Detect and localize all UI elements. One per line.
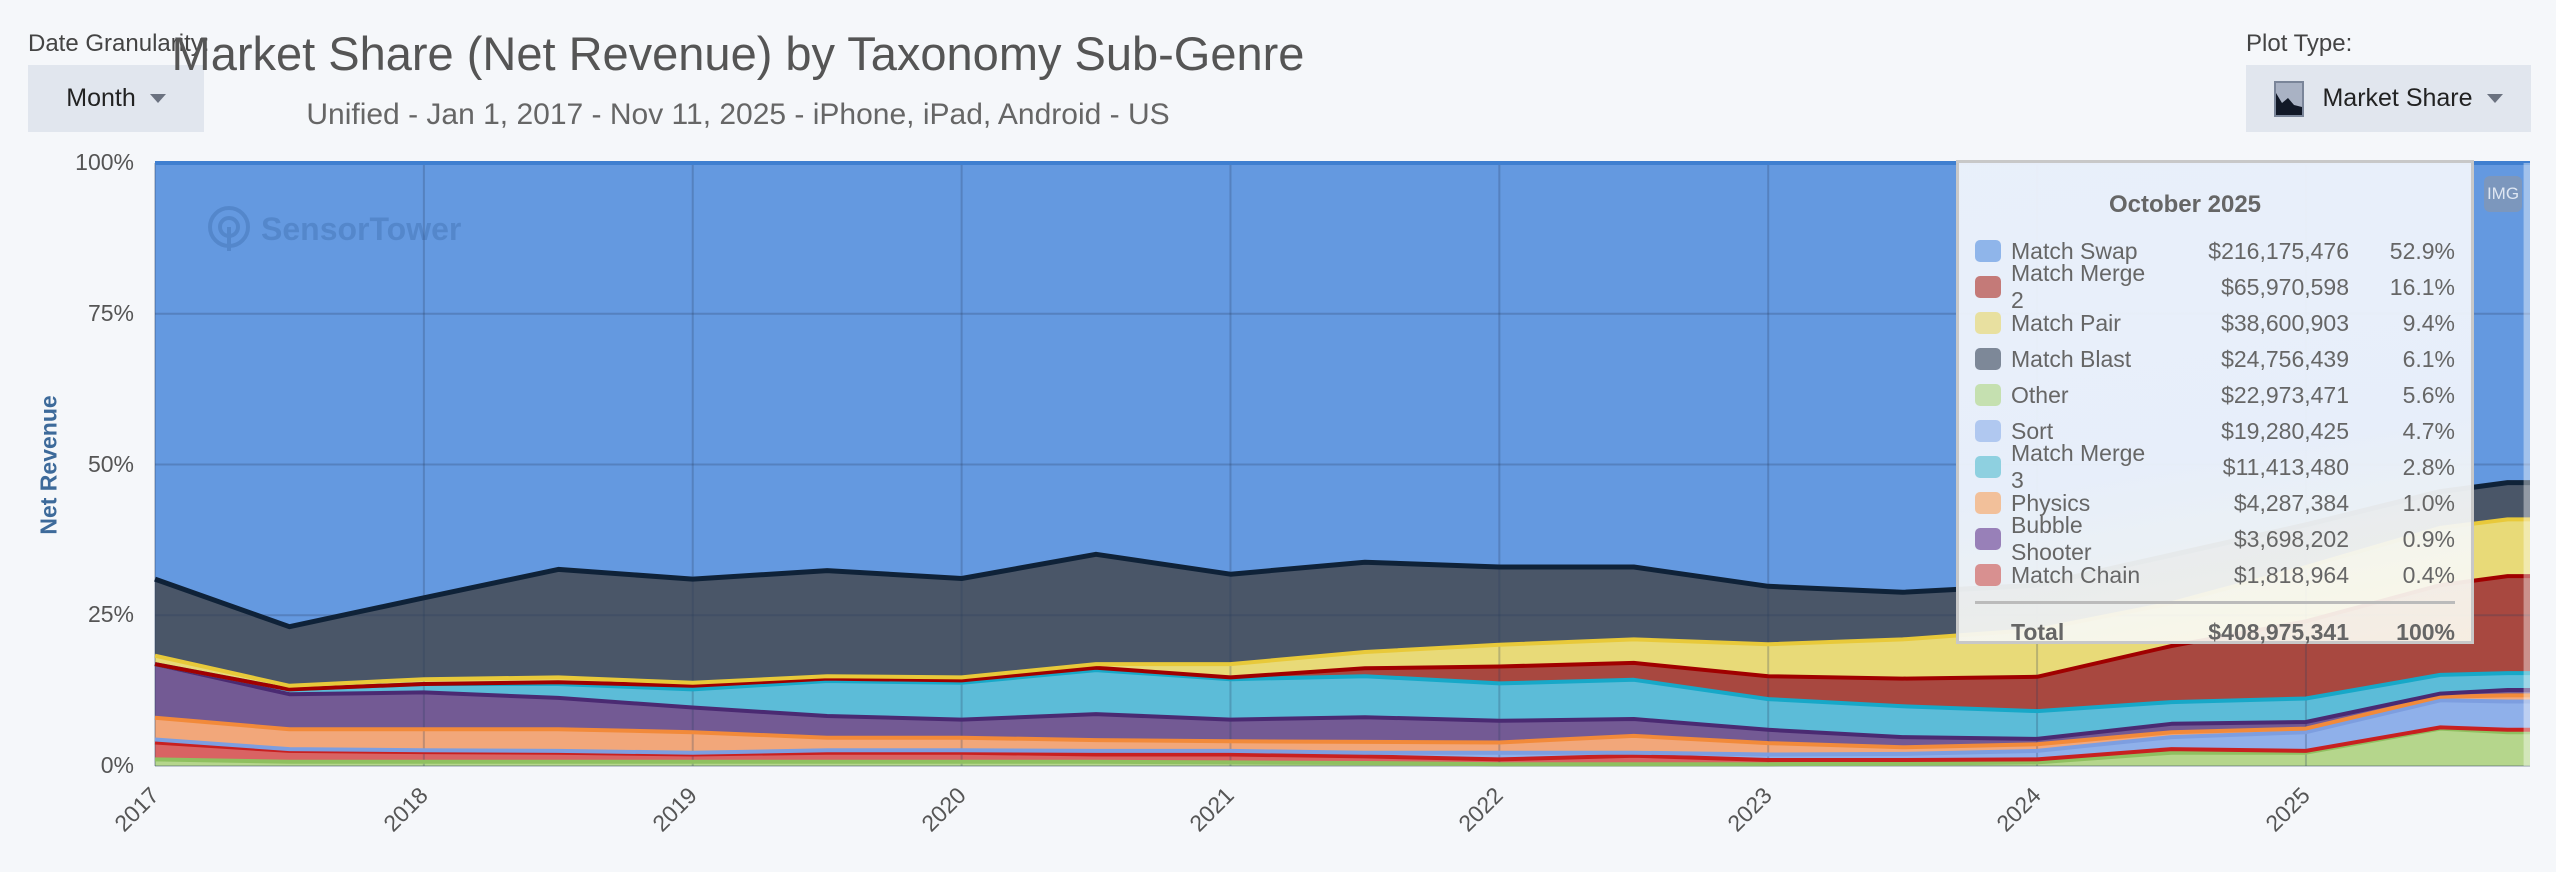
tooltip-row: Bubble Shooter $3,698,202 0.9% — [1975, 512, 2455, 565]
legend-swatch-icon — [1975, 528, 2001, 550]
series-share: 0.9% — [2402, 525, 2455, 552]
legend-swatch-icon — [1975, 564, 2001, 586]
series-revenue: $1,818,964 — [2233, 561, 2349, 588]
legend-swatch-icon — [1975, 348, 2001, 370]
series-name: Match Blast — [2011, 345, 2132, 372]
legend-swatch-icon — [1975, 420, 2001, 442]
plot-type-dropdown[interactable]: Market Share — [2246, 65, 2531, 132]
tooltip-total-row: Total $408,975,341 100% — [1975, 601, 2455, 654]
total-share: 100% — [2396, 618, 2455, 645]
tooltip-row: Physics $4,287,384 1.0% — [1975, 485, 2455, 521]
plot-type-value: Market Share — [2322, 84, 2473, 112]
series-revenue: $216,175,476 — [2208, 237, 2349, 264]
series-share: 1.0% — [2402, 489, 2455, 516]
area-match-swap — [155, 162, 2530, 627]
date-granularity-value: Month — [66, 84, 136, 112]
line-bubble-shooter — [154, 662, 2530, 741]
total-revenue: $408,975,341 — [2208, 618, 2349, 645]
series-share: 5.6% — [2402, 381, 2455, 408]
series-name: Other — [2011, 381, 2069, 408]
chart-subtitle: Unified - Jan 1, 2017 - Nov 11, 2025 - i… — [306, 98, 1170, 131]
line-match-merge-3 — [154, 662, 2530, 714]
y-tick-label: 0% — [100, 752, 134, 778]
series-name: Physics — [2011, 489, 2091, 516]
y-tick-label: 25% — [87, 601, 134, 628]
area-chart-icon — [2274, 80, 2305, 117]
chevron-down-icon — [149, 94, 166, 103]
tooltip-row: Match Chain $1,818,964 0.4% — [1975, 557, 2455, 593]
series-name: Match Pair — [2011, 309, 2121, 336]
series-revenue: $65,970,598 — [2221, 273, 2349, 300]
sensor-tower-logo-icon — [208, 206, 250, 251]
line-other — [154, 726, 2530, 767]
y-tick-label: 75% — [87, 299, 134, 326]
series-name: Match Chain — [2011, 561, 2141, 588]
legend-swatch-icon — [1975, 276, 2001, 298]
area-match-merge-3 — [155, 664, 2530, 739]
line-physics — [154, 693, 2530, 750]
series-name: Match Merge 2 — [2011, 260, 2146, 313]
chart-title: Market Share (Net Revenue) by Taxonomy S… — [171, 27, 1305, 80]
date-granularity-dropdown[interactable]: Month — [28, 65, 204, 132]
partial-period-overlay — [2523, 163, 2530, 766]
watermark-text: SensorTower — [261, 210, 462, 247]
hover-tooltip: October 2025 Match Swap $216,175,476 52.9%… — [1956, 160, 2474, 645]
legend-swatch-icon — [1975, 240, 2001, 262]
tooltip-row: Match Blast $24,756,439 6.1% — [1975, 341, 2455, 377]
legend-swatch-icon — [1975, 384, 2001, 406]
legend-swatch-icon — [1975, 492, 2001, 514]
y-tick-label: 50% — [87, 450, 134, 477]
series-name: Match Swap — [2011, 237, 2138, 264]
plot-type-label: Plot Type: — [2246, 30, 2353, 57]
series-share: 6.1% — [2402, 345, 2455, 372]
series-revenue: $19,280,425 — [2221, 417, 2349, 444]
tooltip-row: Sort $19,280,425 4.7% — [1975, 413, 2455, 449]
legend-swatch-icon — [1975, 312, 2001, 334]
tooltip-row: Match Merge 3 $11,413,480 2.8% — [1975, 440, 2455, 493]
series-share: 9.4% — [2402, 309, 2455, 336]
chevron-down-icon — [2486, 94, 2503, 103]
y-tick-label: 100% — [75, 149, 134, 175]
area-bubble-shooter — [155, 664, 2530, 748]
total-label: Total — [2011, 618, 2065, 645]
sensor-tower-watermark: SensorTower — [205, 205, 461, 253]
series-revenue: $11,413,480 — [2222, 453, 2349, 480]
series-share: 4.7% — [2402, 417, 2455, 444]
tooltip-row: Match Merge 2 $65,970,598 16.1% — [1975, 260, 2455, 313]
series-share: 2.8% — [2402, 453, 2455, 480]
export-image-button[interactable]: IMG — [2484, 176, 2522, 212]
series-name: Bubble Shooter — [2011, 512, 2092, 565]
series-revenue: $4,287,384 — [2233, 489, 2349, 516]
area-physics — [155, 695, 2530, 755]
spacer — [1975, 621, 2001, 643]
series-share: 16.1% — [2389, 273, 2455, 300]
tooltip-row: Other $22,973,471 5.6% — [1975, 377, 2455, 413]
series-revenue: $3,698,202 — [2233, 525, 2349, 552]
tooltip-row: Match Pair $38,600,903 9.4% — [1975, 305, 2455, 341]
series-name: Sort — [2011, 417, 2054, 444]
line-sort — [154, 698, 2530, 757]
tooltip-title: October 2025 — [2108, 191, 2262, 218]
area-match-pair — [155, 519, 2530, 690]
legend-swatch-icon — [1975, 456, 2001, 478]
series-revenue: $22,973,471 — [2221, 381, 2349, 408]
date-granularity-label: Date Granularity: — [28, 30, 210, 57]
tooltip-row: Match Swap $216,175,476 52.9% — [1975, 233, 2455, 269]
series-revenue: $38,600,903 — [2221, 309, 2349, 336]
series-revenue: $24,756,439 — [2221, 345, 2349, 372]
y-axis-label: Net Revenue — [35, 395, 62, 535]
series-name: Match Merge 3 — [2011, 440, 2146, 493]
series-share: 52.9% — [2389, 237, 2455, 264]
series-share: 0.4% — [2402, 561, 2455, 588]
